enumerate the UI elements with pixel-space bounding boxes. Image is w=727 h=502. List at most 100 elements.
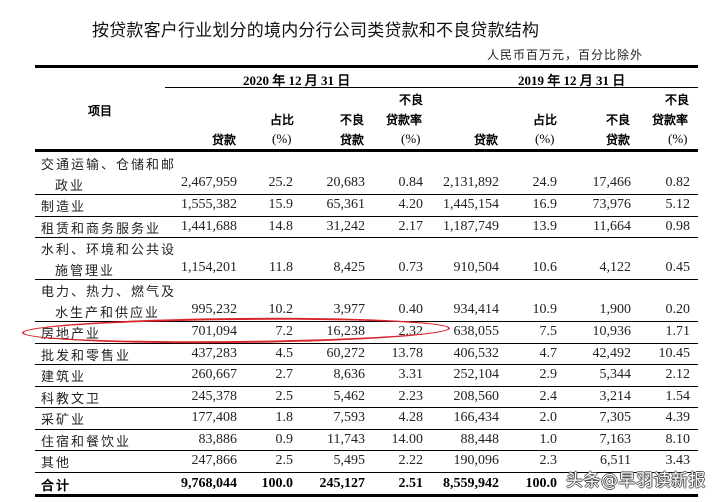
cell-share-2020: 14.8: [268, 218, 294, 234]
cell-npl-2019: 10,936: [592, 324, 632, 339]
row-label: 制造业: [41, 200, 87, 215]
header-nplrate-2019: 不良: [665, 93, 690, 107]
cell-npl-2019: 17,466: [592, 175, 632, 190]
cell-npl-2020: 5,462: [333, 388, 366, 404]
cell-loans-2019: 252,104: [453, 367, 500, 382]
cell-npl-2020: 20,683: [326, 175, 366, 190]
header-npl-2020: 不良: [340, 113, 365, 127]
cell-nplrate-2019: 1.71: [665, 324, 691, 339]
cell-share-2020: 2.5: [275, 388, 294, 404]
cell-share-2020: 0.9: [275, 431, 294, 447]
cell-loans-2019: 166,434: [453, 410, 500, 425]
cell-nplrate-2020: 0.40: [398, 302, 424, 317]
cell-loans-2019: 1,445,154: [443, 197, 499, 212]
cell-loans-2020: 1,154,201: [181, 260, 237, 275]
total-npl-2020: 245,127: [319, 475, 366, 491]
cell-loans-2019: 934,414: [453, 302, 500, 317]
unit-note: 人民币百万元，百分比除外: [486, 48, 643, 62]
cell-nplrate-2019: 2.12: [665, 367, 691, 382]
header-nplrate-2020: 不良: [399, 93, 424, 107]
header-npl-2020-line2: 贷款: [340, 133, 365, 147]
cell-loans-2019: 406,532: [453, 345, 500, 361]
cell-npl-2020: 16,238: [326, 324, 366, 339]
row-label: 采矿业: [41, 413, 87, 428]
cell-loans-2019: 1,187,749: [443, 218, 499, 234]
row-label: 批发和零售业: [41, 348, 132, 364]
header-nplrate-2019-pct: (%): [668, 131, 688, 146]
cell-loans-2019: 208,560: [453, 388, 500, 404]
row-label: 租赁和商务服务业: [41, 221, 162, 237]
cell-npl-2020: 60,272: [326, 345, 366, 361]
row-label: 住宿和餐饮业: [41, 434, 132, 450]
cell-nplrate-2020: 13.78: [391, 345, 424, 361]
cell-nplrate-2020: 2.17: [398, 218, 424, 234]
cell-loans-2020: 245,378: [191, 388, 238, 404]
cell-share-2019: 4.7: [539, 345, 558, 361]
row-label-continued: 施管理业: [55, 264, 116, 279]
row-label: 建筑业: [41, 370, 87, 385]
total-share-2019: 100.0: [525, 475, 558, 491]
header-nplrate-2020-pct: (%): [401, 131, 421, 146]
total-label: 合计: [41, 478, 72, 494]
row-label: 电力、热力、燃气及: [41, 285, 177, 300]
cell-npl-2019: 3,214: [599, 388, 632, 404]
cell-nplrate-2019: 1.54: [665, 388, 691, 404]
cell-nplrate-2019: 4.39: [665, 410, 691, 425]
cell-npl-2020: 7,593: [333, 410, 366, 425]
header-npl-2019: 不良: [606, 113, 631, 127]
cell-nplrate-2020: 2.32: [398, 324, 424, 339]
cell-share-2019: 10.9: [532, 302, 558, 317]
total-loans-2020: 9,768,044: [181, 475, 237, 491]
row-label: 交通运输、仓储和邮: [41, 158, 177, 173]
cell-npl-2020: 65,361: [326, 197, 366, 212]
report-title: 按贷款客户行业划分的境内分行公司类贷款和不良贷款结构: [92, 21, 540, 41]
row-label: 房地产业: [41, 327, 102, 342]
cell-npl-2019: 1,900: [599, 302, 632, 317]
row-label: 水利、环境和公共设: [41, 243, 177, 258]
table-row: 建筑业 260,667 2.7 8,636 3.31 252,104 2.9 5,344 2.1…: [35, 364, 698, 387]
header-nplrate-2020-line2: 贷款率: [386, 113, 423, 127]
cell-npl-2019: 7,305: [599, 410, 632, 425]
cell-loans-2020: 437,283: [191, 345, 238, 361]
cell-share-2020: 2.5: [275, 453, 294, 468]
cell-npl-2019: 4,122: [599, 260, 632, 275]
header-loans-2019: 贷款: [474, 133, 499, 147]
table-row: 水利、环境和公共设 施管理业 1,154,201 11.8 8,425 0.73 910,5…: [35, 237, 698, 280]
header-share-2020: 占比: [270, 113, 295, 127]
table-row: 租赁和商务服务业 1,441,688 14.8 31,242 2.17 1,187,749…: [35, 216, 698, 238]
cell-loans-2019: 910,504: [453, 260, 500, 275]
header-share-2019: 占比: [533, 113, 558, 127]
header-nplrate-2019-line2: 贷款率: [652, 113, 689, 127]
cell-share-2019: 24.9: [532, 175, 558, 190]
table-row: 电力、热力、燃气及 水生产和供应业 995,232 10.2 3,977 0.40 934,…: [35, 279, 698, 322]
header-npl-2019-line2: 贷款: [606, 133, 631, 147]
cell-npl-2020: 5,495: [333, 453, 366, 468]
cell-share-2020: 15.9: [268, 197, 294, 212]
total-row: 合计 9,768,044 100.0 245,127 2.51 8,559,942 100.…: [35, 473, 698, 497]
total-nplrate-2020: 2.51: [398, 475, 424, 491]
cell-npl-2019: 5,344: [599, 367, 632, 382]
cell-loans-2020: 1,555,382: [181, 197, 237, 212]
table-row: 批发和零售业 437,283 4.5 60,272 13.78 406,532 4.7 42,…: [35, 343, 698, 365]
cell-nplrate-2019: 0.98: [665, 218, 691, 234]
cell-share-2019: 13.9: [532, 218, 558, 234]
cell-nplrate-2019: 5.12: [665, 197, 691, 212]
table-row: 制造业 1,555,382 15.9 65,361 4.20 1,445,154 16.9 7…: [35, 194, 698, 217]
header-share-2019-pct: (%): [535, 131, 555, 146]
cell-loans-2019: 2,131,892: [443, 175, 499, 190]
cell-nplrate-2019: 0.45: [665, 260, 691, 275]
table-row: 房地产业 701,094 7.2 16,238 2.32 638,055 7.5 10,936…: [35, 321, 698, 344]
cell-nplrate-2019: 3.43: [665, 453, 691, 468]
cell-share-2020: 11.8: [269, 260, 293, 275]
cell-nplrate-2020: 14.00: [391, 431, 424, 447]
top-rule: [35, 65, 698, 68]
cell-loans-2019: 88,448: [460, 431, 500, 447]
cell-nplrate-2020: 4.28: [398, 410, 424, 425]
cell-npl-2020: 8,636: [333, 367, 366, 382]
table-row: 其他 247,866 2.5 5,495 2.22 190,096 2.3 6,511 3.43: [35, 450, 698, 473]
cell-share-2019: 7.5: [539, 324, 558, 339]
table-row: 科教文卫 245,378 2.5 5,462 2.23 208,560 2.4 3,214 1.…: [35, 386, 698, 408]
cell-loans-2020: 1,441,688: [181, 218, 237, 234]
cell-loans-2019: 638,055: [453, 324, 500, 339]
cell-loans-2020: 83,886: [198, 431, 238, 447]
